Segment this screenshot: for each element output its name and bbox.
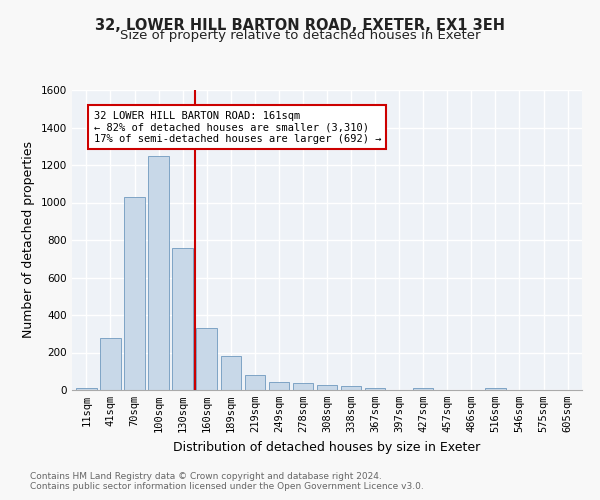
Bar (172, 248, 193, 390)
Text: Contains public sector information licensed under the Open Government Licence v3: Contains public sector information licen… (30, 482, 424, 491)
Bar (100, 338, 121, 390)
Bar (413, 388, 433, 390)
Bar (317, 386, 337, 390)
Bar (196, 328, 217, 390)
Bar (293, 383, 313, 390)
Text: 32 LOWER HILL BARTON ROAD: 161sqm
← 82% of detached houses are smaller (3,310)
1: 32 LOWER HILL BARTON ROAD: 161sqm ← 82% … (94, 110, 381, 144)
Bar (269, 382, 289, 390)
Bar (148, 156, 169, 390)
Bar (245, 375, 265, 390)
Bar (221, 356, 241, 390)
Bar (341, 386, 361, 390)
Bar (485, 388, 506, 390)
Text: Contains HM Land Registry data © Crown copyright and database right 2024.: Contains HM Land Registry data © Crown c… (30, 472, 382, 481)
Bar (365, 388, 385, 390)
Text: Size of property relative to detached houses in Exeter: Size of property relative to detached ho… (120, 29, 480, 42)
Bar (76, 388, 97, 390)
Text: 32, LOWER HILL BARTON ROAD, EXETER, EX1 3EH: 32, LOWER HILL BARTON ROAD, EXETER, EX1 … (95, 18, 505, 32)
X-axis label: Distribution of detached houses by size in Exeter: Distribution of detached houses by size … (173, 440, 481, 454)
Bar (124, 197, 145, 390)
Y-axis label: Number of detached properties: Number of detached properties (22, 142, 35, 338)
